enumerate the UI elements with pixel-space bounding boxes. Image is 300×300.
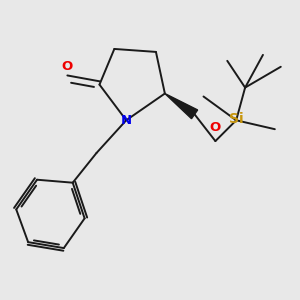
- Text: O: O: [210, 121, 221, 134]
- Text: N: N: [121, 114, 132, 127]
- Text: Si: Si: [229, 112, 244, 126]
- Text: O: O: [61, 60, 72, 73]
- Polygon shape: [165, 94, 198, 119]
